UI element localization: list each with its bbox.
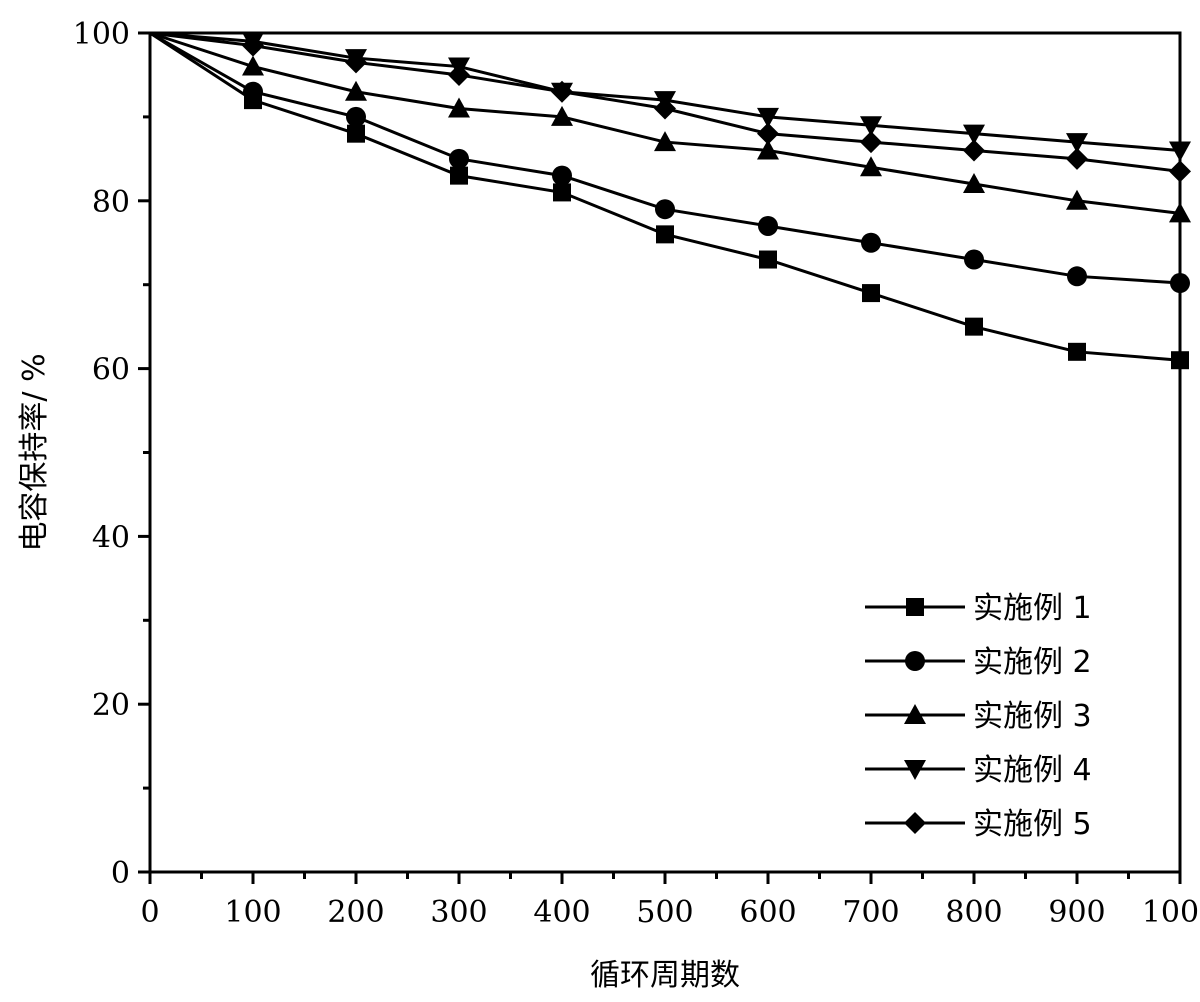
legend-label: 实施例 2	[973, 645, 1092, 680]
legend-marker	[905, 651, 925, 671]
legend-marker	[904, 760, 926, 780]
data-point	[963, 139, 985, 162]
data-point	[759, 250, 777, 269]
data-point	[448, 63, 470, 86]
data-point	[551, 105, 573, 126]
x-tick-label: 900	[1048, 895, 1105, 930]
y-tick-label: 20	[92, 688, 130, 723]
data-point	[1066, 147, 1088, 170]
legend-entry: 实施例 3	[865, 699, 1092, 734]
legend-entry: 实施例 1	[865, 591, 1092, 626]
y-axis-title: 电容保持率/ %	[17, 353, 52, 551]
data-point	[963, 173, 985, 194]
data-point	[964, 249, 984, 270]
series-line	[149, 31, 1181, 215]
x-tick-label: 700	[842, 895, 899, 930]
data-point	[862, 284, 880, 303]
y-tick-label: 80	[92, 185, 130, 220]
data-point	[347, 124, 365, 143]
y-tick-label: 0	[111, 856, 130, 891]
plot-frame	[148, 31, 1182, 874]
x-tick-label: 600	[739, 895, 796, 930]
legend-entry: 实施例 4	[865, 753, 1092, 788]
y-tick-label: 60	[92, 353, 130, 388]
series-line	[149, 31, 1181, 362]
data-point	[860, 116, 882, 137]
legend-label: 实施例 4	[973, 753, 1092, 788]
series-line	[149, 31, 1181, 285]
data-point	[654, 97, 676, 120]
x-tick-label: 800	[945, 895, 1002, 930]
data-point	[654, 131, 676, 152]
series-layer	[149, 31, 1191, 370]
data-point	[242, 34, 264, 57]
data-point	[553, 183, 571, 202]
data-point	[345, 80, 367, 101]
y-tick-label: 100	[73, 17, 130, 52]
data-point	[655, 199, 675, 220]
legend-label: 实施例 3	[973, 699, 1092, 734]
series-2	[149, 31, 1190, 294]
data-point	[965, 317, 983, 336]
data-point	[1068, 342, 1086, 361]
data-point	[656, 225, 674, 244]
data-point	[243, 81, 263, 102]
data-point	[1066, 189, 1088, 210]
x-tick-label: 0	[140, 895, 159, 930]
data-point	[551, 80, 573, 103]
x-tick-label: 400	[533, 895, 590, 930]
data-point	[757, 122, 779, 145]
x-tick-label: 500	[636, 895, 693, 930]
data-point	[346, 106, 366, 127]
data-point	[1066, 133, 1088, 154]
data-point	[963, 124, 985, 145]
x-tick-label: 200	[327, 895, 384, 930]
data-point	[757, 139, 779, 160]
data-point	[860, 156, 882, 177]
legend: 实施例 1 实施例 2 实施例 3 实施例 4 实施例 5	[865, 591, 1092, 842]
x-tick-label: 100	[224, 895, 281, 930]
x-axis-title: 循环周期数	[590, 958, 740, 993]
data-point	[345, 51, 367, 74]
legend-marker	[906, 598, 924, 616]
legend-label: 实施例 5	[973, 807, 1092, 842]
data-point	[757, 107, 779, 128]
data-point	[860, 131, 882, 154]
legend-marker	[904, 704, 926, 724]
data-point	[1067, 266, 1087, 287]
data-point	[448, 97, 470, 118]
series-3	[149, 31, 1191, 223]
legend-marker	[904, 812, 926, 834]
data-point	[758, 215, 778, 236]
x-tick-label: 300	[430, 895, 487, 930]
data-point	[861, 232, 881, 253]
series-1	[149, 31, 1189, 370]
series-5	[149, 31, 1191, 183]
legend-entry: 实施例 5	[865, 807, 1092, 842]
data-point	[450, 166, 468, 185]
legend-entry: 实施例 2	[865, 645, 1092, 680]
data-point	[242, 55, 264, 76]
y-tick-label: 40	[92, 520, 130, 555]
legend-label: 实施例 1	[973, 591, 1092, 626]
data-point	[552, 165, 572, 186]
data-point	[449, 148, 469, 169]
